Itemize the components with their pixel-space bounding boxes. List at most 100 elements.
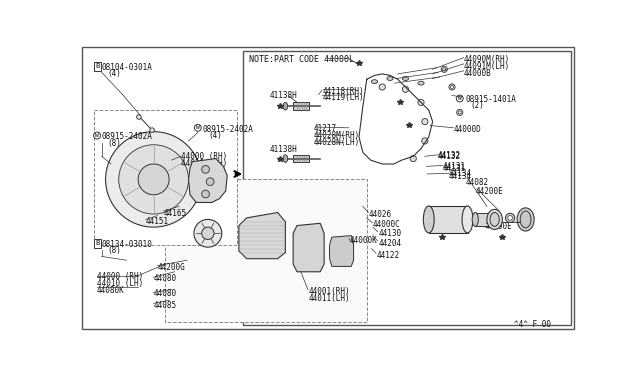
Text: 44091M(LH): 44091M(LH)	[463, 62, 510, 71]
Ellipse shape	[283, 155, 288, 163]
Ellipse shape	[387, 77, 393, 80]
Text: 44028M(RH): 44028M(RH)	[314, 131, 360, 140]
Text: 44080: 44080	[154, 274, 177, 283]
PathPatch shape	[330, 235, 353, 266]
Circle shape	[202, 166, 209, 173]
Text: 44151: 44151	[146, 217, 169, 226]
Text: 44010 (LH): 44010 (LH)	[180, 159, 227, 169]
Text: NOTE:PART CODE 44000L: NOTE:PART CODE 44000L	[249, 55, 354, 64]
Text: 08915-2402A: 08915-2402A	[102, 132, 152, 141]
Circle shape	[379, 84, 385, 90]
Bar	[165, 179, 367, 322]
Bar	[429, 206, 467, 233]
Text: 44082: 44082	[465, 178, 488, 187]
Text: (2): (2)	[470, 101, 484, 110]
Ellipse shape	[403, 77, 408, 80]
Text: 44080K: 44080K	[97, 286, 125, 295]
Bar	[243, 51, 572, 325]
Text: 44090E: 44090E	[484, 222, 512, 231]
Text: 08134-03010: 08134-03010	[102, 240, 152, 249]
Ellipse shape	[418, 81, 424, 85]
PathPatch shape	[293, 223, 324, 272]
Circle shape	[410, 155, 417, 162]
Circle shape	[206, 178, 214, 186]
Text: (4): (4)	[208, 131, 221, 140]
Text: 44000B: 44000B	[463, 68, 492, 77]
Text: 44000D: 44000D	[454, 125, 481, 135]
Circle shape	[106, 132, 202, 227]
Circle shape	[202, 227, 214, 240]
Ellipse shape	[487, 209, 502, 230]
Circle shape	[138, 164, 169, 195]
Text: 44000 (RH): 44000 (RH)	[180, 153, 227, 161]
Text: 44200E: 44200E	[476, 187, 503, 196]
Text: B: B	[95, 240, 99, 246]
Text: 44134: 44134	[449, 172, 472, 181]
Bar	[293, 102, 308, 110]
PathPatch shape	[189, 158, 227, 202]
Text: 44000 (RH): 44000 (RH)	[97, 272, 143, 281]
Text: 41138H: 41138H	[270, 145, 298, 154]
Text: 44026: 44026	[369, 210, 392, 219]
Text: 44134: 44134	[449, 169, 472, 179]
Bar	[293, 155, 308, 163]
Text: 44028N(LH): 44028N(LH)	[314, 138, 360, 147]
Circle shape	[449, 84, 455, 90]
Text: 44132: 44132	[438, 153, 461, 161]
Text: 08915-2402A: 08915-2402A	[202, 125, 253, 134]
Circle shape	[194, 219, 222, 247]
Circle shape	[202, 190, 209, 198]
Text: ^4^ F 00: ^4^ F 00	[514, 320, 551, 329]
Text: 44132: 44132	[438, 151, 461, 160]
Text: B: B	[95, 63, 99, 69]
Text: 44131: 44131	[443, 164, 466, 173]
Circle shape	[441, 66, 447, 73]
Circle shape	[508, 216, 513, 220]
Circle shape	[443, 68, 446, 71]
Circle shape	[451, 86, 454, 89]
Text: 44000C: 44000C	[373, 220, 401, 229]
Circle shape	[422, 138, 428, 144]
Bar	[94, 110, 237, 245]
Text: 44165: 44165	[164, 209, 187, 218]
Text: 44130: 44130	[378, 230, 401, 238]
Text: 44204: 44204	[378, 239, 401, 248]
Text: (8): (8)	[107, 246, 121, 256]
Ellipse shape	[517, 208, 534, 231]
Circle shape	[150, 128, 154, 132]
Ellipse shape	[520, 211, 531, 228]
Ellipse shape	[462, 206, 473, 233]
Ellipse shape	[371, 80, 378, 84]
Text: 44090M(RH): 44090M(RH)	[463, 55, 510, 64]
Circle shape	[457, 109, 463, 115]
Circle shape	[136, 115, 141, 119]
Ellipse shape	[490, 212, 499, 226]
Circle shape	[458, 111, 461, 114]
Text: 44011(LH): 44011(LH)	[308, 294, 350, 303]
Text: (4): (4)	[107, 69, 121, 78]
Text: W: W	[196, 125, 200, 130]
Circle shape	[403, 86, 408, 92]
Ellipse shape	[472, 212, 478, 226]
Text: W: W	[95, 133, 99, 138]
Circle shape	[506, 213, 515, 222]
Bar	[476, 212, 489, 226]
Text: 44001(RH): 44001(RH)	[308, 287, 350, 296]
Text: (8): (8)	[107, 139, 121, 148]
Circle shape	[422, 119, 428, 125]
Text: 08104-0301A: 08104-0301A	[102, 63, 152, 72]
Text: 44200G: 44200G	[157, 263, 185, 272]
Circle shape	[119, 145, 189, 214]
Text: 44010 (LH): 44010 (LH)	[97, 279, 143, 288]
Text: W: W	[458, 96, 461, 101]
Text: 44080: 44080	[154, 289, 177, 298]
Text: 41217: 41217	[314, 124, 337, 133]
Text: 41138H: 41138H	[270, 91, 298, 100]
Text: 44131: 44131	[443, 162, 466, 171]
Ellipse shape	[423, 206, 434, 233]
Text: 44122: 44122	[377, 251, 400, 260]
Text: 44119(LH): 44119(LH)	[323, 93, 364, 102]
Circle shape	[418, 99, 424, 106]
Ellipse shape	[283, 102, 288, 110]
Text: 44085: 44085	[154, 301, 177, 310]
